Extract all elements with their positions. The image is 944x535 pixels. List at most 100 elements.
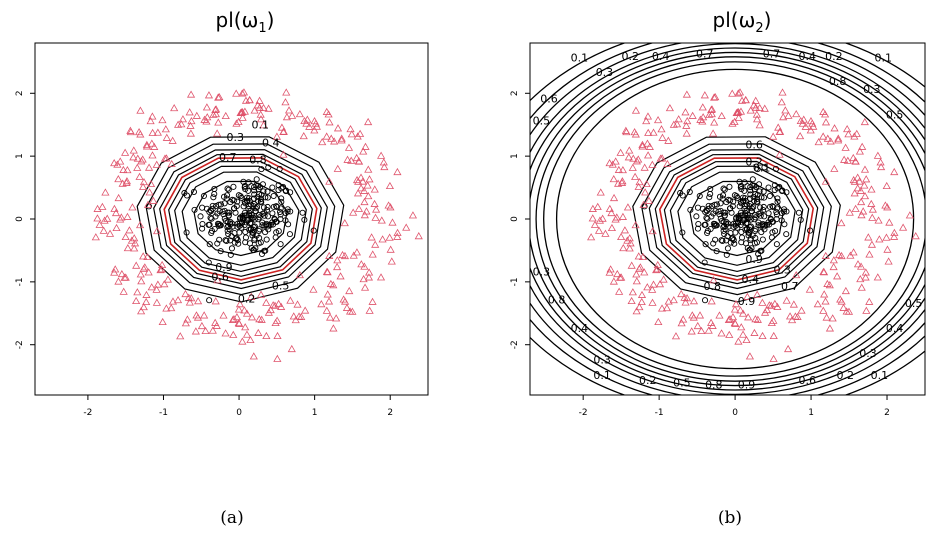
class-triangle-point (371, 213, 380, 221)
class-circle-point (286, 231, 293, 238)
class-triangle-point (148, 112, 157, 120)
contour-label: 0.6 (745, 138, 763, 151)
class-triangle-point (98, 202, 107, 210)
class-triangle-point (681, 298, 690, 306)
class-triangle-point (751, 96, 760, 104)
class-triangle-point (183, 315, 192, 323)
class-triangle-point (129, 146, 138, 154)
class-triangle-point (594, 226, 604, 234)
class-triangle-point (704, 326, 713, 334)
class-circle-point (721, 212, 728, 219)
class-circle-point (720, 185, 727, 192)
class-triangle-point (358, 177, 367, 185)
contour-label: 0.1 (251, 118, 269, 131)
class-triangle-point (689, 313, 698, 321)
class-triangle-point (823, 279, 832, 287)
class-triangle-point (717, 111, 726, 120)
class-triangle-point (855, 147, 864, 155)
class-triangle-point (235, 300, 245, 308)
class-circle-point (795, 209, 802, 216)
class-triangle-point (160, 280, 169, 288)
class-circle-point (774, 198, 781, 205)
contour-label: 0.1 (593, 369, 611, 382)
class-circle-point (272, 234, 279, 241)
class-triangle-point (606, 265, 615, 273)
class-circle-point (759, 222, 766, 229)
class-triangle-point (671, 332, 681, 340)
class-triangle-point (677, 319, 686, 327)
class-triangle-point (353, 189, 363, 197)
panel-b-contour-labels: 0.10.60.20.90.40.30.70.80.90.10.30.2 0.4 0… (533, 47, 923, 391)
class-triangle-point (354, 177, 363, 185)
class-circle-point (205, 259, 212, 266)
class-circle-point (264, 203, 271, 211)
class-circle-point (765, 184, 772, 191)
class-triangle-point (402, 223, 411, 231)
class-triangle-point (181, 319, 190, 327)
class-triangle-point (829, 262, 838, 271)
class-circle-point (753, 239, 761, 246)
class-triangle-point (705, 110, 714, 118)
class-circle-point (287, 189, 294, 196)
class-triangle-point (257, 315, 266, 323)
contour-line (663, 160, 810, 277)
class-triangle-point (173, 295, 183, 304)
class-triangle-point (119, 287, 128, 295)
class-triangle-point (256, 110, 265, 118)
class-triangle-point (609, 193, 619, 202)
contour-label: 0.1 (871, 369, 889, 382)
class-triangle-point (204, 91, 214, 99)
class-triangle-point (132, 296, 141, 305)
class-triangle-point (607, 208, 616, 217)
class-triangle-point (126, 127, 136, 136)
class-triangle-point (322, 132, 331, 140)
class-triangle-point (353, 132, 362, 140)
class-circle-point (210, 194, 217, 201)
class-triangle-point (186, 90, 196, 98)
class-triangle-point (728, 89, 737, 97)
class-triangle-point (167, 159, 176, 168)
class-circle-point (723, 251, 730, 258)
class-triangle-point (322, 306, 331, 314)
class-triangle-point (157, 265, 166, 273)
class-triangle-point (622, 127, 631, 136)
class-circle-point (251, 200, 258, 208)
class-circle-point (227, 251, 234, 258)
class-triangle-point (130, 244, 139, 252)
class-circle-point (702, 241, 709, 248)
class-triangle-point (830, 164, 839, 172)
class-triangle-point (386, 203, 395, 211)
contour-label: 0.3 (593, 353, 611, 366)
class-circle-point (285, 221, 292, 228)
class-triangle-point (232, 119, 241, 127)
class-triangle-point (814, 138, 823, 146)
class-circle-point (694, 225, 702, 232)
class-triangle-point (862, 306, 871, 314)
contour-label: 0.5 (905, 297, 923, 310)
class-triangle-point (640, 268, 649, 276)
class-triangle-point (593, 202, 602, 210)
class-triangle-point (371, 240, 380, 248)
contour-label: 0.2 (622, 50, 640, 63)
class-triangle-point (649, 128, 658, 136)
class-triangle-point (185, 108, 194, 116)
class-triangle-point (868, 205, 877, 213)
contour-label: 0.5 (886, 108, 904, 121)
class-circle-point (247, 201, 254, 208)
class-triangle-point (162, 304, 171, 312)
class-circle-point (751, 216, 758, 223)
class-triangle-point (264, 308, 273, 316)
class-triangle-point (116, 215, 125, 223)
class-triangle-point (618, 165, 627, 174)
class-circle-point (234, 223, 241, 230)
class-circle-point (261, 212, 268, 219)
y-tick-label: 0 (15, 216, 25, 222)
class-triangle-point (590, 220, 600, 228)
class-circle-point (749, 176, 756, 183)
class-circle-point (741, 179, 748, 186)
class-triangle-point (114, 277, 123, 285)
class-triangle-point (905, 211, 914, 219)
class-triangle-point (777, 98, 786, 106)
class-triangle-point (229, 314, 239, 323)
class-triangle-point (744, 313, 753, 321)
